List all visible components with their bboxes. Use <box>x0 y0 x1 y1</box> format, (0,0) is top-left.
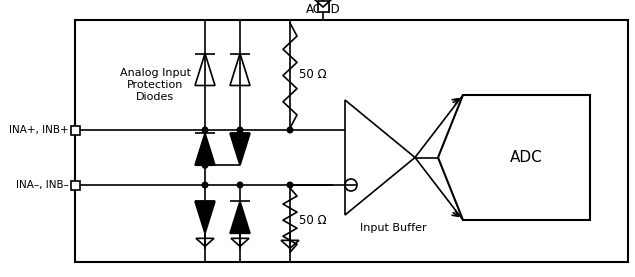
Circle shape <box>287 182 293 188</box>
Text: 50 Ω: 50 Ω <box>299 214 326 227</box>
Circle shape <box>202 162 208 168</box>
Polygon shape <box>195 133 215 165</box>
Text: INA–, INB–: INA–, INB– <box>16 180 69 190</box>
Text: INA+, INB+: INA+, INB+ <box>9 125 69 135</box>
Bar <box>318 1 328 12</box>
Text: Analog Input
Protection
Diodes: Analog Input Protection Diodes <box>119 68 190 102</box>
Text: ADC: ADC <box>510 150 543 165</box>
Circle shape <box>287 127 293 133</box>
Text: 50 Ω: 50 Ω <box>299 68 326 81</box>
Circle shape <box>202 127 208 133</box>
Polygon shape <box>230 201 250 233</box>
Polygon shape <box>230 133 250 165</box>
Text: Input Buffer: Input Buffer <box>360 223 427 233</box>
Polygon shape <box>195 201 215 233</box>
Bar <box>70 125 79 135</box>
Circle shape <box>237 182 243 188</box>
Bar <box>75 20 628 262</box>
Text: AGND: AGND <box>305 3 340 16</box>
Circle shape <box>237 127 243 133</box>
Bar <box>70 181 79 189</box>
Circle shape <box>202 182 208 188</box>
